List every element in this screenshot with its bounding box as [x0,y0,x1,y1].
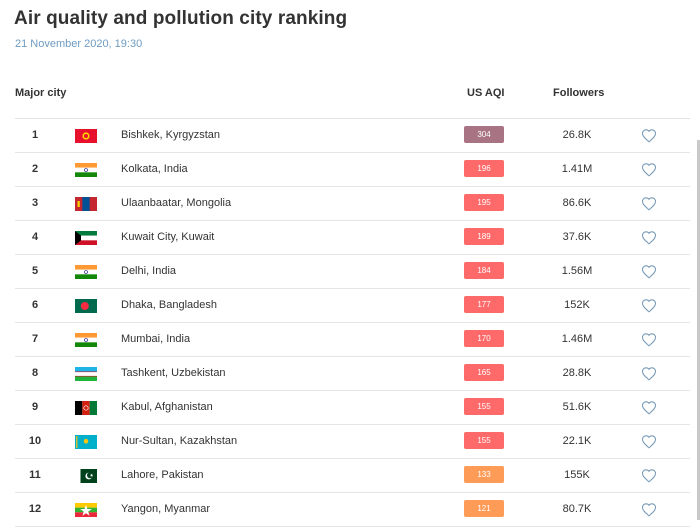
heart-outline-icon[interactable] [641,264,657,279]
rank-number: 5 [31,265,39,277]
kazakhstan-flag-icon [75,435,97,449]
city-name-link[interactable]: Mumbai, India [121,333,191,345]
followers-count: 1.46M [561,333,593,345]
vertical-scrollbar[interactable] [697,140,700,520]
city-name-link[interactable]: Nur-Sultan, Kazakhstan [121,435,238,447]
followers-count: 152K [564,299,590,311]
aqi-badge: 121 [464,500,504,517]
city-name-link[interactable]: Delhi, India [121,265,177,277]
city-name-link[interactable]: Bishkek, Kyrgyzstan [121,129,221,141]
followers-count: 37.6K [562,231,592,243]
heart-outline-icon[interactable] [641,468,657,483]
rank-number: 4 [31,231,39,243]
aqi-badge: 133 [464,466,504,483]
rank-number: 6 [31,299,39,311]
city-name-link[interactable]: Yangon, Myanmar [121,503,211,515]
aqi-badge: 195 [464,194,504,211]
city-name-link[interactable]: Kolkata, India [121,163,188,175]
rank-number: 1 [31,129,39,141]
table-row[interactable]: 10 Nur-Sultan, Kazakhstan 155 22.1K [15,425,690,459]
table-row[interactable]: 4 Kuwait City, Kuwait 189 37.6K [15,221,690,255]
rank-number: 12 [28,503,42,515]
followers-count: 51.6K [562,401,592,413]
table-row[interactable]: 11 Lahore, Pakistan 133 155K [15,459,690,493]
kuwait-flag-icon [75,231,97,245]
pakistan-flag-icon [75,469,97,483]
kyrgyzstan-flag-icon [75,129,97,143]
india-flag-icon [75,333,97,347]
table-row[interactable]: 9 Kabul, Afghanistan 155 51.6K [15,391,690,425]
aqi-badge: 177 [464,296,504,313]
aqi-badge: 189 [464,228,504,245]
page-title: Air quality and pollution city ranking [14,8,348,29]
followers-count: 22.1K [562,435,592,447]
mongolia-flag-icon [75,197,97,211]
aqi-badge: 155 [464,432,504,449]
rank-number: 9 [31,401,39,413]
heart-outline-icon[interactable] [641,502,657,517]
city-name-link[interactable]: Ulaanbaatar, Mongolia [121,197,232,209]
city-name-link[interactable]: Tashkent, Uzbekistan [121,367,226,379]
heart-outline-icon[interactable] [641,196,657,211]
aqi-badge: 165 [464,364,504,381]
afghanistan-flag-icon [75,401,97,415]
heart-outline-icon[interactable] [641,128,657,143]
city-name-link[interactable]: Kuwait City, Kuwait [121,231,215,243]
rank-number: 8 [31,367,39,379]
rank-number: 11 [29,469,41,481]
heart-outline-icon[interactable] [641,230,657,245]
followers-count: 80.7K [562,503,592,515]
table-row[interactable]: 12 Yangon, Myanmar 121 80.7K [15,493,690,527]
aqi-badge: 184 [464,262,504,279]
city-name-link[interactable]: Dhaka, Bangladesh [121,299,218,311]
followers-count: 26.8K [562,129,592,141]
india-flag-icon [75,265,97,279]
aqi-badge: 155 [464,398,504,415]
heart-outline-icon[interactable] [641,298,657,313]
page-subtitle-timestamp: 21 November 2020, 19:30 [15,38,143,50]
table-row[interactable]: 1 Bishkek, Kyrgyzstan 304 26.8K [15,119,690,153]
india-flag-icon [75,163,97,177]
bangladesh-flag-icon [75,299,97,313]
city-name-link[interactable]: Kabul, Afghanistan [121,401,213,413]
heart-outline-icon[interactable] [641,400,657,415]
followers-count: 1.41M [561,163,593,175]
uzbekistan-flag-icon [75,367,97,381]
table-row[interactable]: 2 Kolkata, India 196 1.41M [15,153,690,187]
city-name-link[interactable]: Lahore, Pakistan [121,469,204,481]
column-header-city: Major city [15,87,67,99]
followers-count: 28.8K [562,367,592,379]
rank-number: 7 [31,333,39,345]
heart-outline-icon[interactable] [641,162,657,177]
heart-outline-icon[interactable] [641,366,657,381]
table-row[interactable]: 5 Delhi, India 184 1.56M [15,255,690,289]
table-row[interactable]: 7 Mumbai, India 170 1.46M [15,323,690,357]
rank-number: 3 [31,197,39,209]
column-header-aqi[interactable]: US AQI [467,87,505,99]
table-row[interactable]: 6 Dhaka, Bangladesh 177 152K [15,289,690,323]
column-header-followers[interactable]: Followers [553,87,605,99]
heart-outline-icon[interactable] [641,332,657,347]
aqi-badge: 170 [464,330,504,347]
heart-outline-icon[interactable] [641,434,657,449]
aqi-badge: 196 [464,160,504,177]
table-row[interactable]: 8 Tashkent, Uzbekistan 165 28.8K [15,357,690,391]
followers-count: 155K [564,469,590,481]
ranking-table: 1 Bishkek, Kyrgyzstan 304 26.8K 2 Kolkata, In… [15,119,690,527]
followers-count: 1.56M [561,265,593,277]
rank-number: 2 [31,163,39,175]
myanmar-flag-icon [75,503,97,517]
table-row[interactable]: 3 Ulaanbaatar, Mongolia 195 86.6K [15,187,690,221]
header-divider [15,118,690,119]
aqi-badge: 304 [464,126,504,143]
rank-number: 10 [28,435,42,447]
followers-count: 86.6K [562,197,592,209]
